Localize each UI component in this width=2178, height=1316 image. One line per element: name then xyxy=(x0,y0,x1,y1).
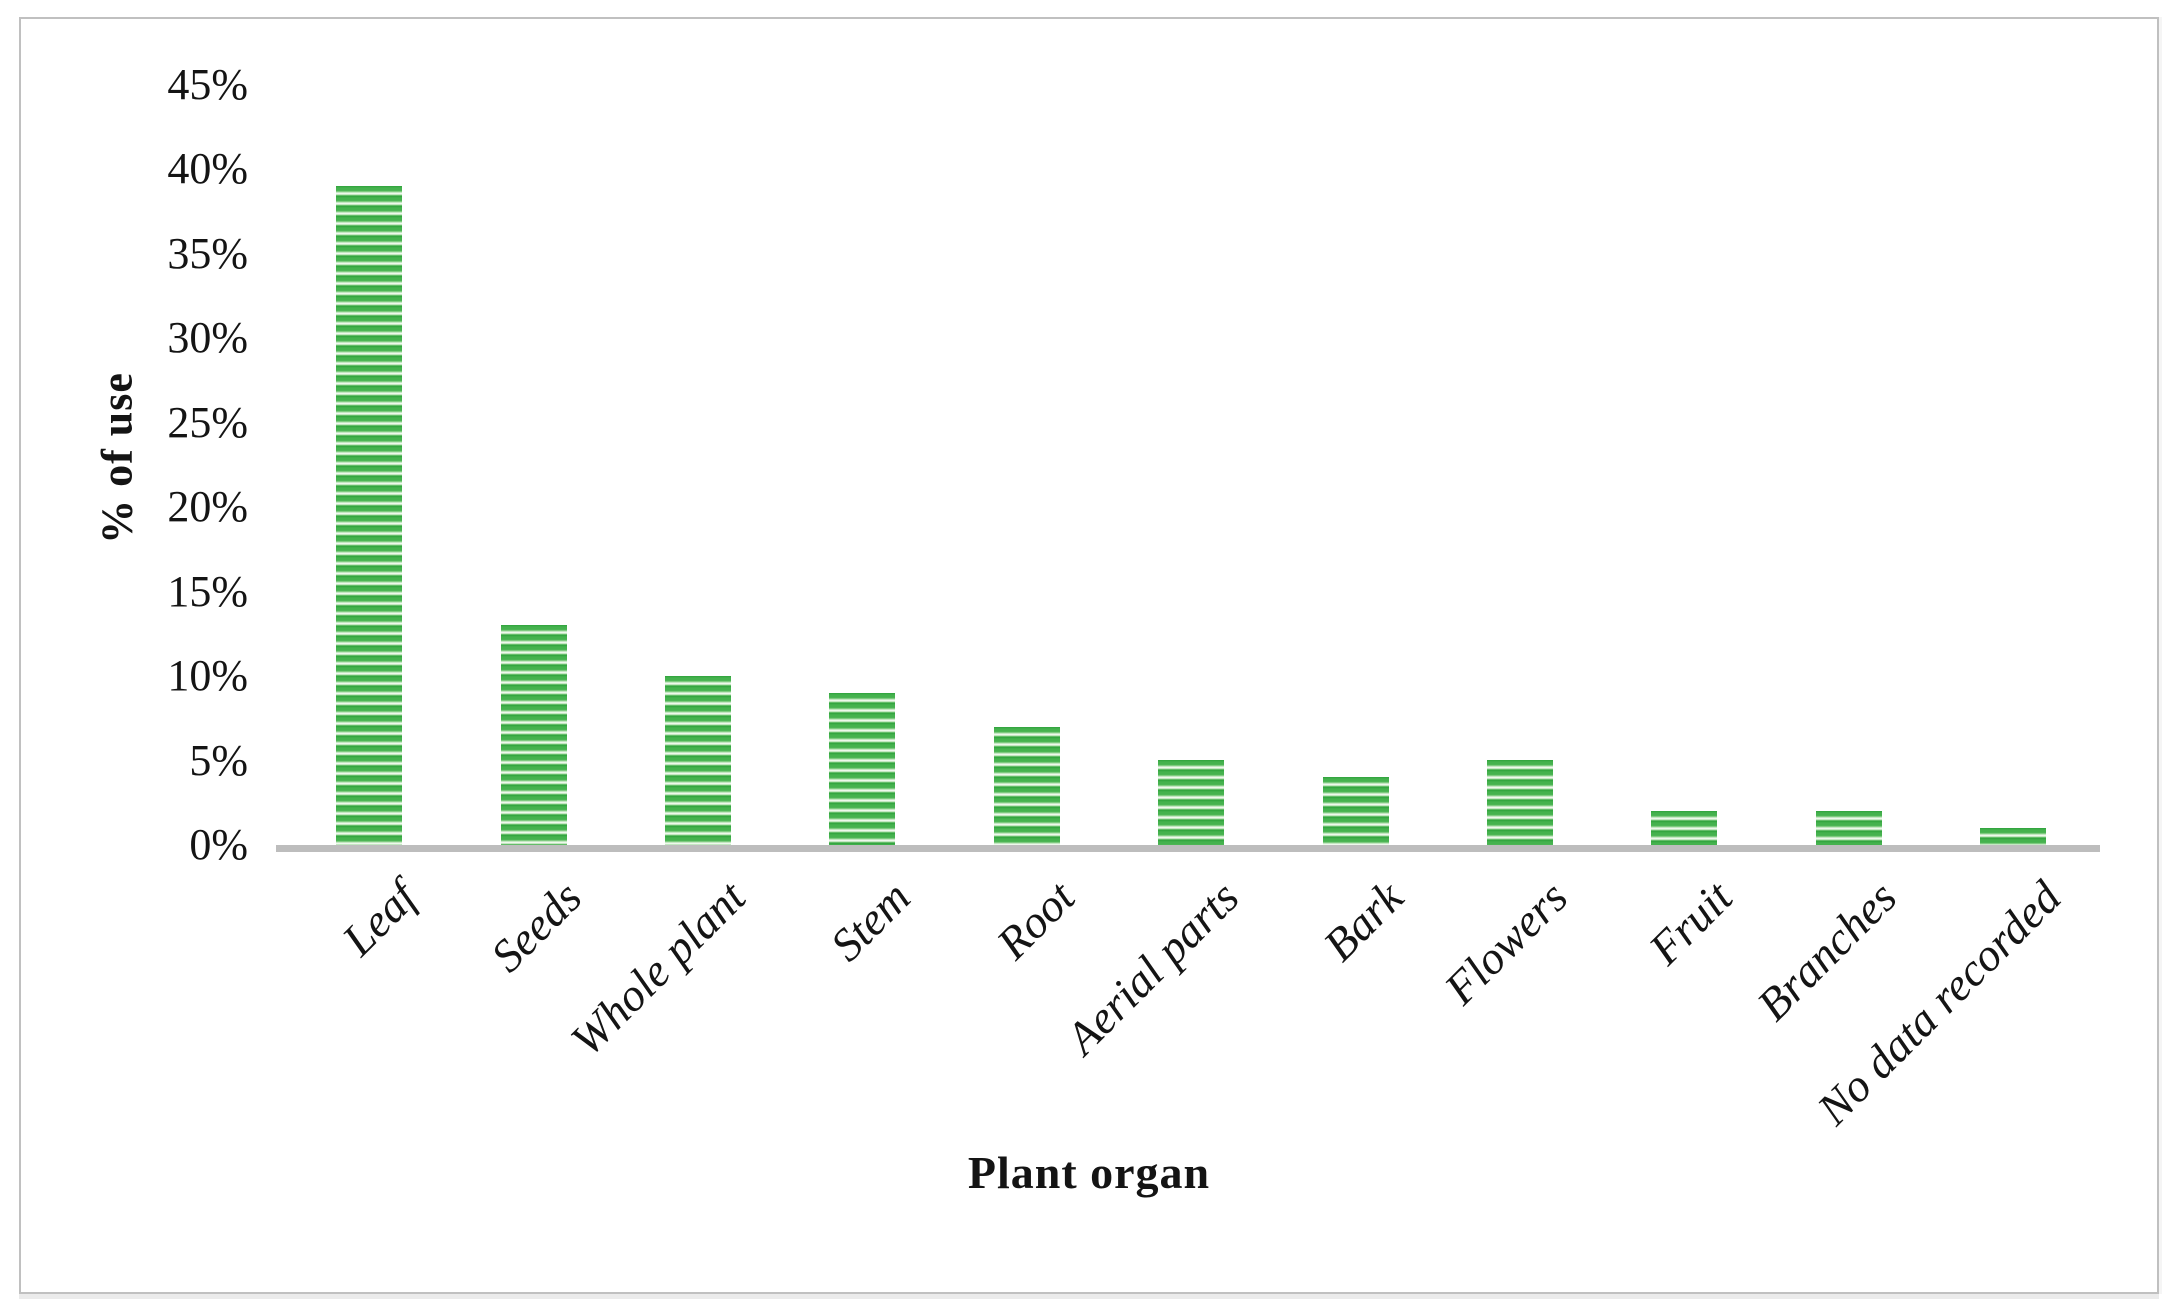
bar xyxy=(1980,828,2046,845)
x-axis-title: Plant organ xyxy=(967,1147,1211,1198)
bar xyxy=(1323,777,1389,845)
bar xyxy=(1816,811,1882,845)
x-axis-line xyxy=(276,845,2100,852)
y-tick-label: 15% xyxy=(167,566,248,616)
y-tick-label: 10% xyxy=(167,651,248,700)
bar xyxy=(665,676,731,845)
bar xyxy=(336,186,402,845)
y-tick-label: 30% xyxy=(167,313,248,362)
bar xyxy=(1158,760,1224,845)
y-tick-label: 20% xyxy=(167,482,248,531)
bar xyxy=(1651,811,1717,845)
y-tick-label: 45% xyxy=(167,59,248,109)
bar xyxy=(1487,760,1553,845)
y-tick-label: 25% xyxy=(167,397,248,447)
y-tick-label: 5% xyxy=(189,735,248,785)
y-tick-label: 35% xyxy=(167,228,248,278)
y-tick-label: 0% xyxy=(189,820,248,869)
bar xyxy=(829,693,895,845)
bar xyxy=(994,727,1060,845)
bar xyxy=(501,625,567,845)
y-tick-label: 40% xyxy=(167,144,248,193)
